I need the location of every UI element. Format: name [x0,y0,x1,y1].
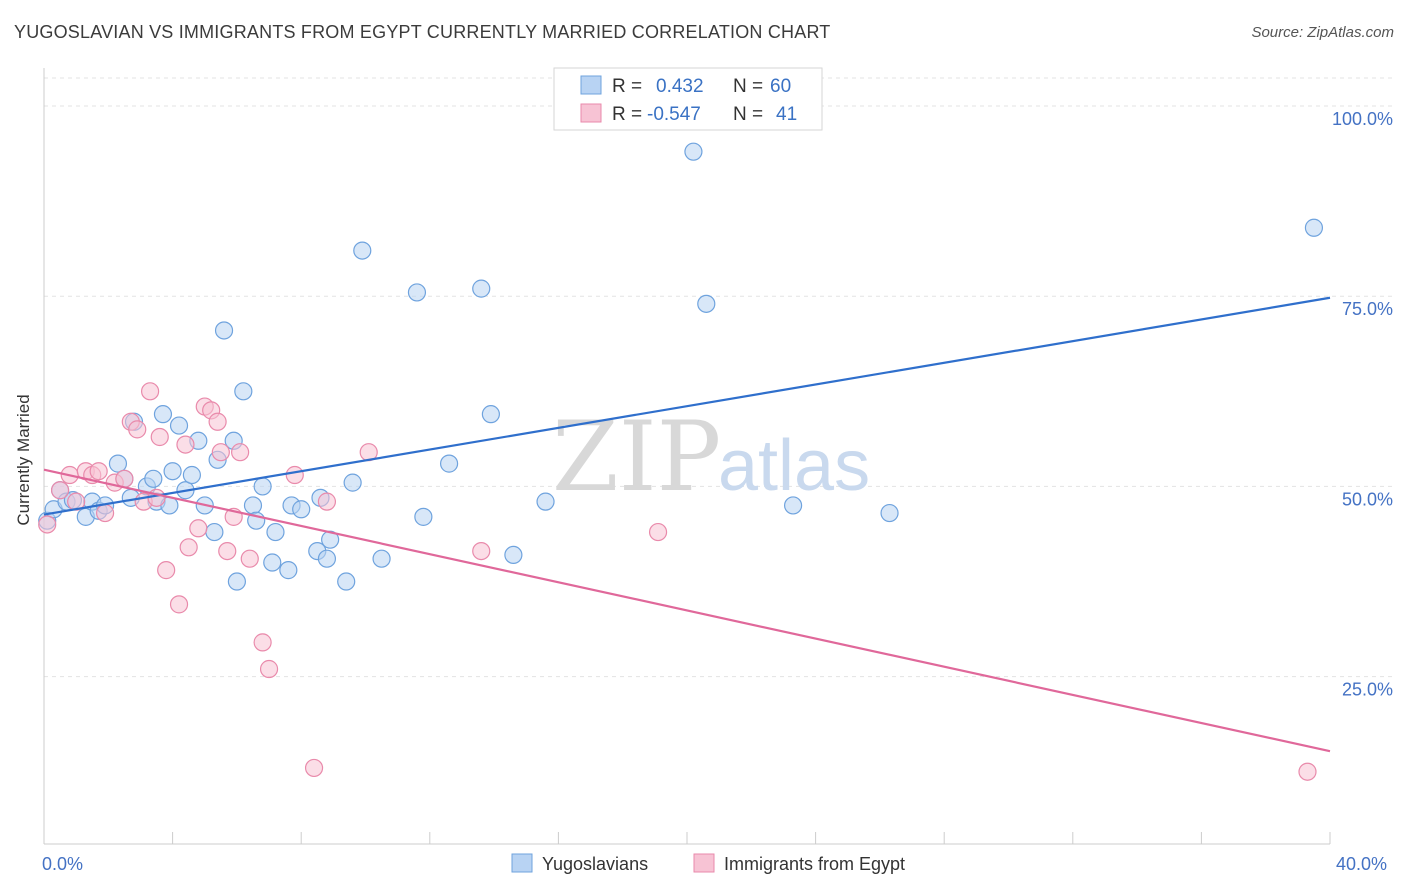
watermark-atlas: atlas [718,426,870,506]
point-yugoslavians-28 [227,572,246,591]
y-tick-label-50: 50.0% [1342,489,1393,509]
point-egypt-11 [128,420,147,439]
source-label: Source: ZipAtlas.com [1251,24,1394,41]
point-egypt-1 [50,481,70,500]
point-egypt-20 [189,519,208,538]
point-egypt-24 [211,443,230,462]
point-egypt-37 [1298,762,1317,781]
grid [44,77,1392,678]
trendline-egypt [43,468,1331,753]
point-yugoslavians-29 [234,382,253,401]
point-egypt-32 [304,758,324,778]
y-tick-labels: 25.0% 50.0% 75.0% 100.0% [1332,109,1393,700]
series-yugoslavians-points [38,142,1324,591]
point-yugoslavians-55 [783,496,803,515]
watermark-zip: ZIP [552,401,721,513]
point-yugoslavians-53 [684,142,703,161]
point-egypt-15 [150,427,169,447]
point-yugoslavians-42 [337,572,356,591]
y-tick-label-100: 100.0% [1332,109,1393,129]
point-egypt-27 [231,443,250,462]
stats-swatch-pink [580,103,602,123]
watermark: ZIP atlas [552,401,870,513]
point-yugoslavians-18 [163,462,182,481]
point-egypt-13 [140,382,160,401]
trendline-yugoslavians [43,296,1331,516]
point-yugoslavians-47 [414,507,433,526]
point-egypt-16 [157,561,176,580]
stats-r-value-1: 0.432 [656,76,704,97]
point-yugoslavians-30 [243,496,263,515]
legend-swatch-egypt [693,853,715,873]
point-yugoslavians-44 [353,241,372,260]
stats-r-label-1: R = [612,76,642,97]
x-tick-label-min: 0.0% [42,854,83,874]
point-yugoslavians-16 [153,405,173,424]
point-egypt-28 [240,549,259,568]
point-yugoslavians-52 [536,492,555,511]
stats-r-label-2: R = [612,104,642,125]
point-yugoslavians-21 [182,465,201,485]
point-egypt-9 [115,469,134,488]
point-yugoslavians-49 [472,279,491,298]
point-yugoslavians-51 [504,545,523,565]
point-yugoslavians-48 [439,454,459,473]
point-yugoslavians-56 [880,503,899,523]
stats-n-label-2: N = [733,104,763,125]
point-yugoslavians-41 [321,530,340,549]
point-yugoslavians-35 [279,561,298,580]
y-tick-label-75: 75.0% [1342,299,1393,319]
point-yugoslavians-40 [317,549,337,568]
legend: Yugoslavians Immigrants from Egypt [511,853,905,874]
point-yugoslavians-24 [205,522,224,542]
point-yugoslavians-32 [253,477,272,496]
point-egypt-17 [169,595,189,614]
source-text: Source: ZipAtlas.com [1251,24,1394,41]
point-yugoslavians-9 [108,454,128,473]
point-egypt-7 [95,503,115,523]
point-egypt-36 [648,522,668,542]
point-yugoslavians-19 [169,416,189,435]
stats-n-value-1: 60 [770,76,791,97]
chart-title: YUGOSLAVIAN VS IMMIGRANTS FROM EGYPT CUR… [14,22,831,42]
point-yugoslavians-54 [697,294,716,313]
point-egypt-19 [179,538,198,557]
point-egypt-30 [259,659,279,679]
stats-swatch-blue [580,75,602,95]
point-yugoslavians-26 [214,321,234,340]
stats-n-label-1: N = [733,76,763,97]
stats-box: R = 0.432 N = 60 R = -0.547 N = 41 [553,67,823,131]
point-egypt-14 [147,488,166,507]
point-yugoslavians-37 [292,500,311,519]
point-yugoslavians-50 [481,405,500,424]
series-egypt-points [38,382,1317,781]
point-egypt-35 [472,541,491,561]
stats-r-value-2: -0.547 [647,104,701,125]
legend-swatch-yugoslavians [511,853,533,873]
x-ticks [172,832,1331,844]
point-egypt-18 [176,435,195,454]
point-yugoslavians-46 [407,283,427,302]
legend-label-egypt: Immigrants from Egypt [724,854,905,874]
point-egypt-0 [38,515,57,534]
stats-n-value-2: 41 [776,104,797,125]
legend-label-yugoslavians: Yugoslavians [542,854,648,874]
y-tick-label-25: 25.0% [1342,680,1393,700]
point-egypt-6 [89,462,108,481]
point-yugoslavians-45 [372,549,391,568]
point-egypt-31 [285,465,304,485]
point-egypt-29 [253,633,272,652]
point-egypt-25 [218,541,237,561]
point-egypt-23 [208,412,227,431]
point-yugoslavians-43 [343,473,362,492]
point-egypt-33 [317,492,337,511]
point-yugoslavians-33 [263,553,282,572]
point-yugoslavians-14 [144,469,163,488]
x-tick-label-max: 40.0% [1336,854,1387,874]
point-yugoslavians-34 [266,522,285,542]
point-yugoslavians-57 [1304,218,1324,237]
